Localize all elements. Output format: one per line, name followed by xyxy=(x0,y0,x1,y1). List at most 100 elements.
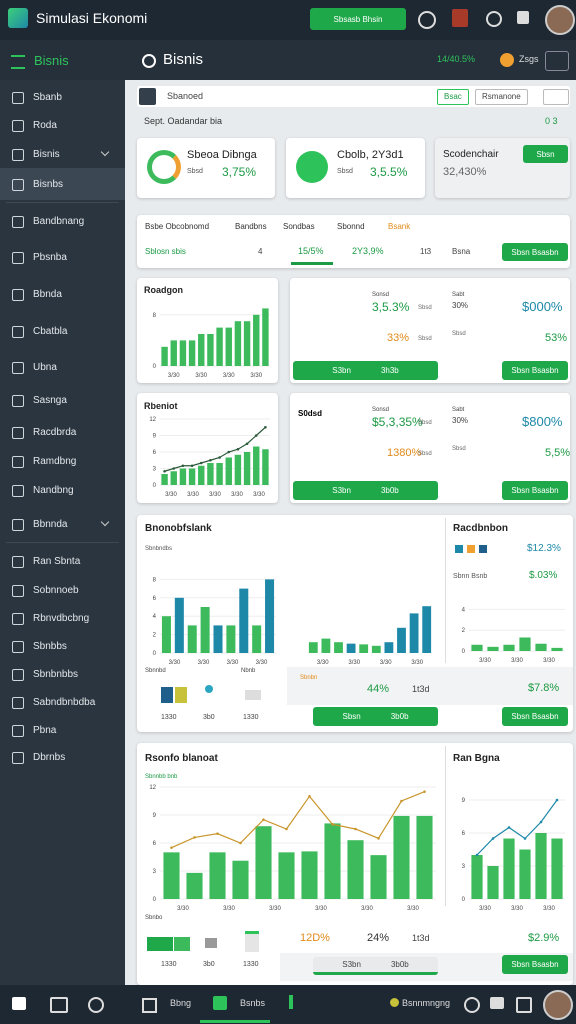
nav-item[interactable]: Ran Sbnta xyxy=(33,556,81,567)
y-tick-label: 8 xyxy=(153,313,157,319)
nav-item[interactable]: Bisnis xyxy=(33,149,60,160)
footer-value: 1t3d xyxy=(412,684,430,694)
nav-item[interactable]: Sasnga xyxy=(33,395,67,406)
footer-band xyxy=(287,667,573,705)
chart: 0 3 6 9 3/30 3/30 3/30 xyxy=(462,798,565,912)
nav-item[interactable]: Ubna xyxy=(33,362,57,373)
bar xyxy=(359,644,369,653)
table-header: Sondbas xyxy=(283,222,315,231)
sidebar: Bisnis Sbanb Roda Bisnis Bisnbs Bandbnang Pbs… xyxy=(0,40,125,985)
nav-item[interactable]: Bandbnang xyxy=(33,216,85,227)
point xyxy=(227,450,231,454)
bar xyxy=(262,449,269,485)
nav-item[interactable]: Rbnvdbcbng xyxy=(33,613,90,624)
icon[interactable] xyxy=(418,11,436,29)
icon[interactable] xyxy=(545,51,569,71)
nav-item[interactable]: Racdbrda xyxy=(33,427,77,438)
nav-item[interactable]: Sobnnoeb xyxy=(33,585,79,596)
nav-item[interactable]: Bsnnmngng xyxy=(402,998,451,1008)
nav-item[interactable]: Dbrnbs xyxy=(33,752,66,763)
label: Sbsd xyxy=(418,420,432,426)
legend-swatch xyxy=(455,545,463,553)
point xyxy=(190,464,194,468)
search[interactable]: Sbanoed xyxy=(167,91,204,101)
icon xyxy=(390,998,399,1007)
bar xyxy=(216,463,223,485)
bar xyxy=(324,823,341,899)
icon[interactable] xyxy=(490,997,504,1009)
chart-card: Roadgon 0 8 3/30 3/30 3/30 3/30 xyxy=(137,278,278,383)
nav-item[interactable]: Bbng xyxy=(170,998,192,1008)
avatar[interactable] xyxy=(543,990,573,1020)
menu-icon[interactable] xyxy=(11,55,25,69)
table-header: Bsank xyxy=(388,222,411,231)
y-tick-label: 8 xyxy=(153,577,157,583)
icon[interactable] xyxy=(452,9,468,27)
value: 3,5.3% xyxy=(372,300,410,314)
table-button[interactable]: Sbsn Bsasbn xyxy=(502,243,568,261)
x-tick-label: 3/30 xyxy=(479,658,491,664)
nav-item[interactable]: Bbnda xyxy=(33,289,62,300)
kpi-button[interactable]: Sbsn xyxy=(523,145,568,163)
nav-item[interactable]: Sabndbnbdba xyxy=(33,697,96,708)
nav-icon xyxy=(12,289,24,301)
value: 33% xyxy=(387,332,410,344)
y-tick-label: 9 xyxy=(462,798,466,804)
nav-item[interactable]: Bsnbs xyxy=(240,998,266,1008)
nav-item[interactable]: Ramdbng xyxy=(33,456,77,467)
bar xyxy=(384,642,394,653)
bar xyxy=(188,468,196,485)
nav-item[interactable]: Roda xyxy=(33,120,57,131)
icon[interactable] xyxy=(517,11,529,24)
nav-item[interactable]: Pbna xyxy=(33,725,57,736)
bar xyxy=(535,643,547,651)
bar xyxy=(519,849,531,899)
y-tick-label: 0 xyxy=(153,364,157,370)
label: Sabt xyxy=(452,292,465,298)
table-cell: 2Y3,9% xyxy=(352,246,384,256)
y-tick-label: 6 xyxy=(462,831,466,837)
nav-icon xyxy=(12,216,24,228)
home-icon[interactable] xyxy=(12,997,26,1010)
avatar[interactable] xyxy=(545,5,575,35)
x-tick-label: 3/30 xyxy=(198,660,210,666)
sort-button[interactable]: Rsmanone xyxy=(475,89,528,105)
nav-item[interactable]: Pbsnba xyxy=(33,252,67,263)
label: Sbsd xyxy=(418,451,432,457)
sidebar-header xyxy=(0,40,125,80)
y-tick-label: 2 xyxy=(462,628,466,634)
nav-item[interactable]: Bbnnda xyxy=(33,519,68,530)
y-tick-label: 0 xyxy=(153,897,157,903)
icon[interactable] xyxy=(88,997,104,1013)
nav-item[interactable]: Bisnbs xyxy=(33,179,64,190)
button-text: 3b0b xyxy=(390,712,409,721)
nav-item[interactable]: Cbatbla xyxy=(33,326,68,337)
legend-swatch xyxy=(467,545,475,553)
progress[interactable]: S3bn 3b0b xyxy=(313,957,438,975)
button[interactable]: Sbsn Bsasbn xyxy=(502,361,568,380)
icon[interactable] xyxy=(139,88,156,105)
icon[interactable] xyxy=(516,997,532,1013)
footer-button[interactable]: Sbsn Bsasbn xyxy=(502,707,568,726)
icon[interactable] xyxy=(50,997,68,1013)
nav-item[interactable]: Sbanb xyxy=(33,92,62,103)
button[interactable]: Sbsn Bsasbn xyxy=(502,481,568,500)
icon[interactable] xyxy=(213,996,227,1010)
footer-button[interactable]: Sbsn 3b0b xyxy=(313,707,438,726)
table-header: Sbonnd xyxy=(337,222,365,231)
nav-item[interactable]: Sbnbnbbs xyxy=(33,669,79,680)
icon[interactable] xyxy=(142,998,157,1013)
top-button[interactable]: Sbsasb Bhsin xyxy=(310,8,406,30)
button[interactable]: S3bn 3h3b xyxy=(293,361,438,380)
button[interactable]: S3bn 3b0b xyxy=(293,481,438,500)
icon[interactable] xyxy=(486,11,502,27)
icon[interactable] xyxy=(464,997,480,1013)
bar xyxy=(409,613,419,653)
footer-tick: 1330 xyxy=(243,714,259,721)
icon[interactable] xyxy=(543,89,569,105)
footer-button[interactable]: Sbsn Bsasbn xyxy=(502,955,568,974)
label: Sonsd xyxy=(372,407,390,413)
nav-item[interactable]: Nandbng xyxy=(33,485,74,496)
filter-button[interactable]: Bsac xyxy=(437,89,469,105)
nav-item[interactable]: Sbnbbs xyxy=(33,641,67,652)
